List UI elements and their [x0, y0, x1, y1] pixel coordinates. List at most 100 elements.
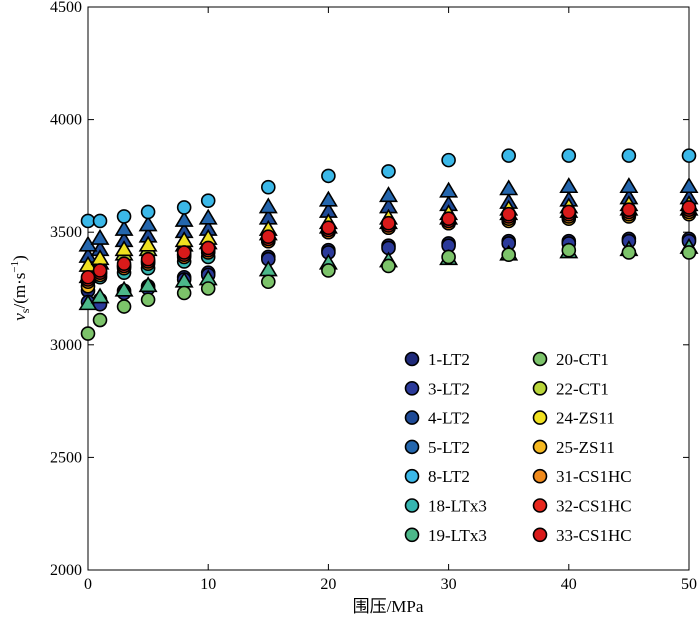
data-point	[80, 213, 96, 229]
y-tick-label: 3000	[50, 337, 82, 354]
axis-ticks	[87, 6, 690, 571]
legend-entry: 31-CS1HC	[532, 467, 632, 486]
data-point	[176, 200, 192, 215]
x-tick-label: 40	[561, 576, 577, 593]
legend-label: 8-LT2	[428, 467, 470, 486]
x-tick-label: 50	[681, 576, 697, 593]
data-point	[441, 249, 456, 265]
data-point	[501, 247, 517, 263]
legend-label: 19-LTx3	[428, 526, 487, 545]
data-point	[260, 179, 276, 195]
data-point	[501, 206, 517, 222]
legend-label: 1-LT2	[428, 350, 470, 369]
data-point	[379, 186, 398, 203]
legend-marker	[532, 439, 548, 455]
y-axis-title-unit: /(m·s	[10, 273, 29, 309]
series-33-CS1HC	[80, 200, 697, 285]
data-point	[621, 202, 637, 217]
legend-entry: 8-LT2	[404, 467, 470, 486]
data-point	[260, 229, 276, 245]
data-point	[381, 215, 396, 231]
data-markers	[78, 148, 699, 341]
data-point	[140, 292, 156, 308]
data-point	[561, 242, 577, 258]
data-point	[114, 280, 134, 297]
legend-label: 18-LTx3	[428, 497, 487, 516]
data-point	[441, 211, 456, 226]
legend-entry: 22-CT1	[532, 379, 609, 398]
data-point	[92, 312, 108, 328]
data-point	[80, 326, 96, 341]
legend-marker	[404, 439, 420, 455]
legend-label: 22-CT1	[556, 379, 609, 398]
data-point	[200, 193, 216, 208]
y-tick-labels: 2000 2500 3000 3500 4000 4500	[50, 0, 82, 579]
data-point	[681, 200, 697, 215]
legend-label: 31-CS1HC	[556, 467, 632, 486]
data-point	[138, 215, 158, 232]
plot-area	[78, 6, 699, 571]
data-point	[90, 228, 110, 245]
legend-marker	[404, 498, 420, 513]
legend-marker	[404, 468, 420, 484]
y-axis-title-symbol: v	[10, 313, 29, 321]
legend-entry: 33-CS1HC	[532, 526, 632, 545]
y-axis-title-exponent: −1	[9, 261, 21, 273]
legend-entry: 24-ZS11	[532, 409, 615, 428]
y-axis-title: vs/(m·s−1)	[9, 255, 32, 321]
data-point	[138, 276, 158, 293]
legend-label: 3-LT2	[428, 379, 470, 398]
legend-marker	[532, 410, 548, 425]
data-point	[681, 245, 697, 260]
y-axis-title-close: )	[10, 255, 29, 261]
y-tick-label: 3500	[50, 224, 82, 241]
data-point	[140, 251, 156, 267]
x-tick-label: 30	[441, 576, 457, 593]
data-point	[114, 219, 134, 236]
data-point	[140, 204, 156, 220]
x-tick-label: 10	[200, 576, 216, 593]
legend-entry: 20-CT1	[532, 350, 609, 369]
y-tick-label: 2500	[50, 449, 82, 466]
legend-label: 33-CS1HC	[556, 526, 632, 545]
series-8-LT2	[80, 148, 697, 229]
data-point	[381, 258, 396, 274]
data-point	[198, 208, 218, 225]
legend-entry: 18-LTx3	[404, 497, 487, 516]
data-point	[561, 148, 577, 163]
data-point	[381, 164, 396, 179]
legend-label: 4-LT2	[428, 409, 470, 428]
legend-marker	[404, 351, 420, 367]
legend-marker	[404, 380, 420, 396]
y-tick-label: 4000	[50, 112, 82, 129]
data-point	[501, 148, 517, 163]
data-point	[679, 177, 699, 194]
legend-marker	[532, 380, 548, 396]
legend-marker	[404, 527, 420, 543]
data-point	[116, 256, 132, 272]
x-tick-label: 20	[320, 576, 336, 593]
data-point	[321, 168, 336, 184]
data-point	[114, 240, 134, 257]
series-20-CT1	[80, 242, 697, 341]
data-point	[174, 210, 194, 227]
data-point	[92, 263, 108, 278]
data-point	[138, 235, 158, 252]
y-axis-title-subscript: s	[18, 308, 32, 313]
data-point	[200, 240, 216, 256]
legend-entry: 25-ZS11	[532, 438, 615, 457]
x-tick-label: 0	[84, 576, 92, 593]
legend-label: 25-ZS11	[556, 438, 615, 457]
data-point	[260, 274, 276, 290]
data-point	[439, 181, 459, 198]
legend-marker	[532, 351, 548, 367]
data-point	[561, 204, 577, 220]
data-point	[619, 177, 639, 194]
data-point	[176, 285, 192, 301]
legend-label: 32-CS1HC	[556, 497, 632, 516]
data-point	[176, 245, 192, 260]
legend-label: 20-CT1	[556, 350, 609, 369]
data-point	[559, 177, 579, 194]
legend: 1-LT2 3-LT2 4-LT2 5-LT2 8-LT2 18-LTx3 19-LTx3 2…	[404, 350, 632, 545]
